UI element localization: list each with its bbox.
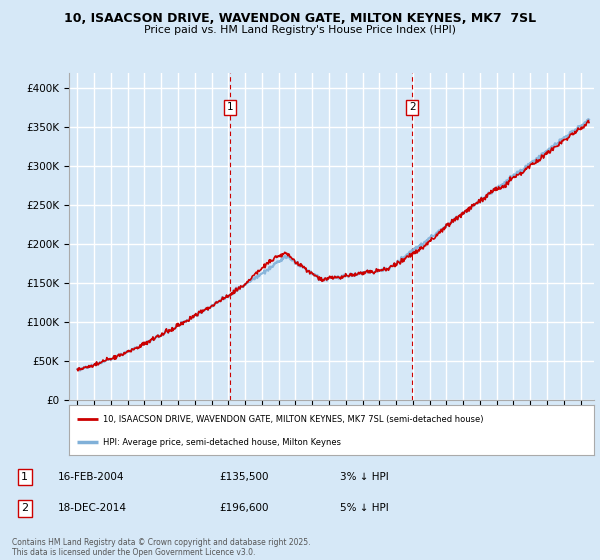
Text: HPI: Average price, semi-detached house, Milton Keynes: HPI: Average price, semi-detached house,…	[103, 438, 341, 447]
Text: 16-FEB-2004: 16-FEB-2004	[58, 472, 125, 482]
Text: 10, ISAACSON DRIVE, WAVENDON GATE, MILTON KEYNES, MK7  7SL: 10, ISAACSON DRIVE, WAVENDON GATE, MILTO…	[64, 12, 536, 25]
Text: 5% ↓ HPI: 5% ↓ HPI	[340, 503, 389, 514]
Text: 2: 2	[409, 102, 415, 112]
Text: £135,500: £135,500	[220, 472, 269, 482]
Text: £196,600: £196,600	[220, 503, 269, 514]
Text: Price paid vs. HM Land Registry's House Price Index (HPI): Price paid vs. HM Land Registry's House …	[144, 25, 456, 35]
Text: 3% ↓ HPI: 3% ↓ HPI	[340, 472, 389, 482]
Text: 1: 1	[21, 472, 28, 482]
Text: 10, ISAACSON DRIVE, WAVENDON GATE, MILTON KEYNES, MK7 7SL (semi-detached house): 10, ISAACSON DRIVE, WAVENDON GATE, MILTO…	[103, 415, 484, 424]
Text: 18-DEC-2014: 18-DEC-2014	[58, 503, 127, 514]
Text: Contains HM Land Registry data © Crown copyright and database right 2025.
This d: Contains HM Land Registry data © Crown c…	[12, 538, 311, 557]
Text: 2: 2	[21, 503, 28, 514]
Text: 1: 1	[227, 102, 233, 112]
